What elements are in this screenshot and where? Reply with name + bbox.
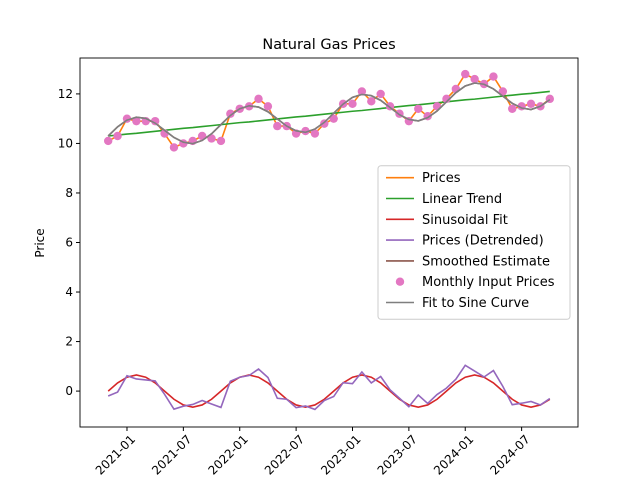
legend-label: Prices (Detrended)	[422, 234, 544, 249]
series-line	[108, 90, 550, 137]
y-tick-label: 10	[58, 136, 73, 150]
legend-box	[377, 165, 571, 320]
data-point	[169, 143, 179, 152]
data-point	[310, 129, 320, 138]
data-point	[103, 136, 113, 146]
y-tick-label: 4	[65, 285, 73, 299]
data-point	[320, 119, 329, 128]
legend-label: Sinusoidal Fit	[422, 213, 508, 228]
data-point	[132, 116, 141, 126]
data-point	[207, 134, 216, 143]
legend-label: Linear Trend	[422, 192, 502, 207]
series-line	[107, 82, 551, 145]
y-tick-label: 2	[65, 335, 73, 349]
data-point	[273, 121, 282, 131]
legend-label: Prices	[422, 171, 461, 186]
y-tick-label: 6	[65, 236, 73, 250]
chart-title: Natural Gas Prices	[262, 37, 395, 53]
data-point	[254, 94, 263, 104]
legend-label: Fit to Sine Curve	[422, 296, 529, 311]
legend-label: Smoothed Estimate	[422, 254, 550, 269]
plot-frame	[79, 57, 579, 428]
legend-marker	[395, 277, 405, 286]
y-tick-label: 8	[65, 186, 73, 200]
data-point	[226, 109, 235, 118]
data-point	[489, 72, 498, 81]
data-point	[348, 99, 357, 109]
series-line	[107, 374, 551, 409]
legend-label: Monthly Input Prices	[422, 275, 555, 290]
data-point	[367, 97, 376, 106]
data-point	[113, 131, 122, 141]
data-point	[526, 99, 536, 109]
data-point	[357, 87, 367, 96]
data-point	[329, 114, 338, 123]
data-point	[263, 102, 273, 111]
data-point	[470, 74, 479, 84]
data-point	[508, 104, 517, 113]
y-tick-label: 0	[65, 384, 73, 398]
y-axis-label: Price	[33, 228, 47, 257]
data-point	[150, 116, 160, 126]
data-point	[301, 126, 310, 136]
data-point	[216, 136, 226, 146]
series-line	[107, 364, 551, 411]
data-point	[414, 104, 423, 113]
data-point	[461, 69, 470, 79]
y-tick-label: 12	[58, 87, 73, 101]
data-point	[376, 89, 385, 99]
data-point	[442, 94, 451, 104]
